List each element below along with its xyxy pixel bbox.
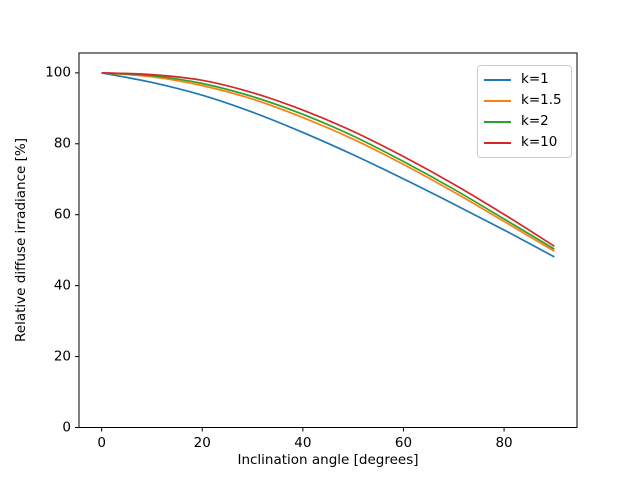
series-line-k-1 xyxy=(101,72,555,258)
legend-line-sample xyxy=(484,121,511,123)
y-tick-label: 20 xyxy=(53,347,71,364)
legend-label: k=1.5 xyxy=(521,92,562,109)
series-line-k-2 xyxy=(101,72,555,250)
x-tick-label: 60 xyxy=(394,434,413,451)
series-line-k-1-5 xyxy=(101,72,555,252)
legend-label: k=2 xyxy=(521,113,549,130)
x-tick-label: 20 xyxy=(193,434,211,451)
legend-label: k=10 xyxy=(521,134,558,151)
legend-line-sample xyxy=(484,79,511,81)
legend-label: k=1 xyxy=(521,71,549,88)
legend-line-sample xyxy=(484,100,511,102)
plot-frame xyxy=(78,52,578,428)
legend-entry: k=10 xyxy=(484,135,563,151)
x-tick-label: 80 xyxy=(495,434,513,451)
legend-line-sample xyxy=(484,142,511,144)
y-tick-label: 100 xyxy=(45,64,71,81)
y-tick-label: 80 xyxy=(53,135,71,152)
y-tick-label: 0 xyxy=(62,418,71,435)
series-line-k-10 xyxy=(101,72,555,247)
x-tick-label: 40 xyxy=(294,434,312,451)
legend-entry: k=1.5 xyxy=(484,93,563,109)
y-axis-title: Relative diffuse irradiance [%] xyxy=(13,138,29,342)
legend: k=1 k=1.5 k=2 k=10 xyxy=(477,65,572,158)
x-axis-title: Inclination angle [degrees] xyxy=(237,452,419,468)
y-tick-label: 60 xyxy=(53,205,71,222)
x-tick-label: 0 xyxy=(97,434,106,451)
legend-entry: k=1 xyxy=(484,72,563,88)
legend-entry: k=2 xyxy=(484,114,563,130)
y-tick-label: 40 xyxy=(53,276,71,293)
